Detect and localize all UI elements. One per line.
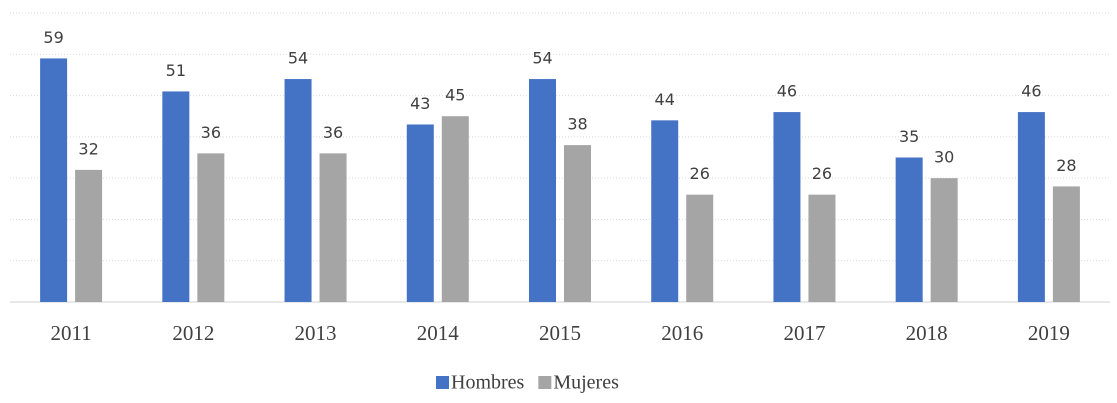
data-label: 32 [78, 139, 98, 158]
legend-swatch [538, 376, 552, 389]
bar [40, 58, 68, 302]
bar [1052, 186, 1080, 302]
bar [75, 169, 103, 302]
x-tick-label: 2011 [50, 321, 91, 345]
bar [197, 153, 225, 302]
bar [564, 145, 591, 302]
data-label: 43 [410, 94, 430, 113]
data-label: 44 [655, 90, 675, 109]
x-tick-label: 2013 [295, 321, 337, 345]
data-label: 45 [445, 86, 465, 105]
data-label: 36 [323, 123, 343, 142]
x-tick-label: 2017 [783, 321, 825, 345]
bar [773, 112, 801, 302]
legend-swatch [436, 376, 449, 389]
x-tick-label: 2019 [1028, 321, 1070, 345]
bar [406, 124, 434, 302]
bar [895, 157, 923, 302]
data-label: 46 [1021, 82, 1041, 101]
x-tick-label: 2014 [417, 321, 460, 345]
data-label: 46 [777, 82, 797, 101]
x-tick-label: 2012 [172, 321, 214, 345]
x-tick-label: 2016 [661, 321, 703, 345]
data-label: 51 [166, 61, 186, 80]
bar [808, 194, 836, 302]
bar [1017, 112, 1045, 302]
data-label: 38 [567, 115, 587, 134]
bar [686, 194, 714, 302]
data-label: 35 [899, 127, 919, 146]
bar [162, 91, 190, 302]
bar [284, 79, 312, 302]
data-label: 59 [43, 28, 63, 47]
data-label: 26 [690, 164, 710, 183]
legend-label: Hombres [451, 372, 525, 394]
data-label: 28 [1056, 156, 1076, 175]
data-label: 54 [532, 49, 552, 68]
data-label: 54 [288, 49, 308, 68]
bar [529, 79, 556, 302]
legend-label: Mujeres [553, 372, 619, 394]
bar [930, 178, 958, 302]
x-tick-label: 2015 [539, 321, 581, 345]
bar [441, 116, 469, 302]
data-label: 30 [934, 148, 954, 167]
data-label: 36 [201, 123, 221, 142]
bar [319, 153, 347, 302]
data-label: 26 [812, 164, 832, 183]
x-tick-label: 2018 [906, 321, 948, 345]
bar [651, 120, 679, 302]
